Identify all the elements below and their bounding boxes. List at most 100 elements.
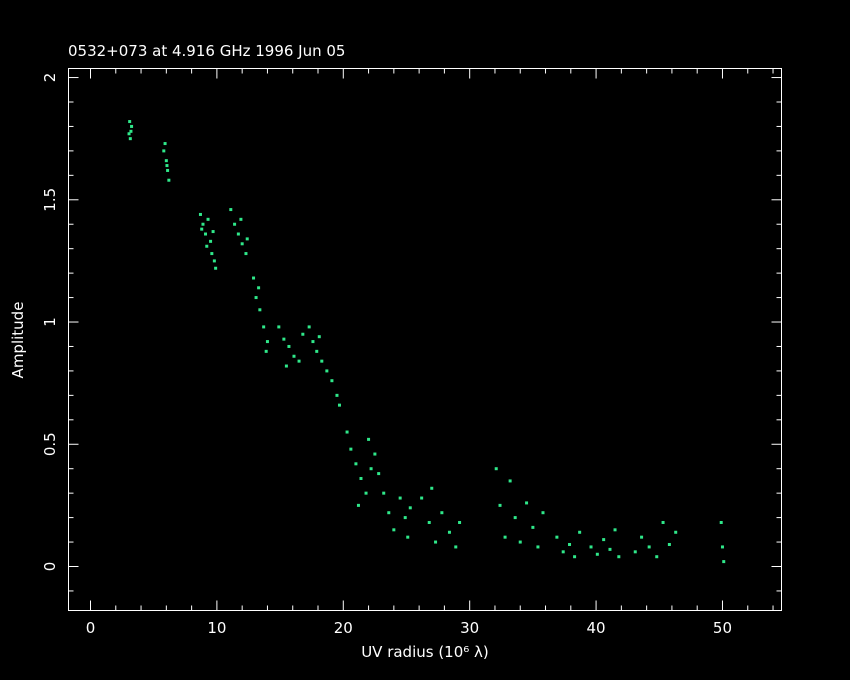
point <box>239 217 243 221</box>
y-tick-label: 1 <box>41 317 59 327</box>
point <box>201 222 205 226</box>
point <box>447 530 451 534</box>
point <box>262 325 266 329</box>
point <box>602 538 606 542</box>
point <box>317 335 321 339</box>
point <box>162 149 166 153</box>
point <box>245 237 249 241</box>
point <box>674 530 678 534</box>
point <box>561 550 565 554</box>
point <box>440 511 444 515</box>
point <box>284 364 288 368</box>
point <box>205 244 209 248</box>
y-tick-label: 1.5 <box>41 188 59 212</box>
point <box>503 535 507 539</box>
point <box>214 266 218 270</box>
x-axis-label: UV radius (10⁶ λ) <box>361 643 489 661</box>
point <box>297 359 301 363</box>
point <box>209 239 213 243</box>
point <box>589 545 593 549</box>
point <box>311 340 315 344</box>
point <box>252 276 256 280</box>
point <box>719 520 723 524</box>
point <box>307 325 311 329</box>
point <box>210 252 214 256</box>
point <box>287 344 291 348</box>
point <box>292 354 296 358</box>
point <box>398 496 402 500</box>
point <box>354 462 358 466</box>
point <box>541 511 545 515</box>
point <box>356 503 360 507</box>
plot-frame <box>68 68 782 611</box>
y-tick-label: 2 <box>41 73 59 83</box>
point <box>377 472 381 476</box>
point <box>233 222 237 226</box>
y-tick-label: 0 <box>41 562 59 572</box>
point <box>573 555 577 559</box>
point <box>427 520 431 524</box>
point <box>373 452 377 456</box>
point <box>454 545 458 549</box>
x-tick-label: 10 <box>207 619 226 637</box>
point <box>198 212 202 216</box>
point <box>337 403 341 407</box>
point <box>420 496 424 500</box>
point <box>498 503 502 507</box>
point <box>613 528 617 532</box>
x-tick-label: 0 <box>86 619 96 637</box>
point <box>633 550 637 554</box>
point <box>364 491 368 495</box>
point <box>206 217 210 221</box>
point <box>163 142 167 146</box>
point <box>518 540 522 544</box>
point <box>277 325 281 329</box>
point <box>240 242 244 246</box>
point <box>667 542 671 546</box>
point <box>315 349 319 353</box>
point <box>345 430 349 434</box>
point <box>330 379 334 383</box>
point <box>722 560 726 564</box>
y-axis-label: Amplitude <box>9 302 27 379</box>
point <box>434 540 438 544</box>
point <box>130 124 134 128</box>
point <box>128 120 132 124</box>
x-tick-label: 40 <box>587 619 606 637</box>
point <box>212 259 216 263</box>
point <box>406 535 410 539</box>
point <box>555 535 559 539</box>
point <box>164 159 168 163</box>
point <box>382 491 386 495</box>
point <box>617 555 621 559</box>
point <box>359 476 363 480</box>
point <box>578 530 582 534</box>
point <box>403 516 407 520</box>
x-tick-label: 50 <box>713 619 732 637</box>
point <box>282 337 286 341</box>
point <box>568 542 572 546</box>
y-tick-label: 0.5 <box>41 432 59 456</box>
point <box>165 164 169 168</box>
chart-title: 0532+073 at 4.916 GHz 1996 Jun 05 <box>68 42 345 60</box>
point <box>608 547 612 551</box>
point <box>204 232 208 236</box>
point <box>229 208 233 212</box>
point <box>129 129 133 133</box>
point <box>320 359 324 363</box>
point <box>408 506 412 510</box>
point <box>655 555 659 559</box>
point <box>167 178 171 182</box>
point <box>166 168 170 172</box>
point <box>258 308 262 312</box>
point <box>301 332 305 336</box>
point <box>392 528 396 532</box>
point <box>335 393 339 397</box>
point <box>128 137 132 141</box>
point <box>325 369 329 373</box>
point <box>200 227 204 231</box>
point <box>127 132 131 136</box>
x-tick-label: 20 <box>334 619 353 637</box>
point <box>236 232 240 236</box>
